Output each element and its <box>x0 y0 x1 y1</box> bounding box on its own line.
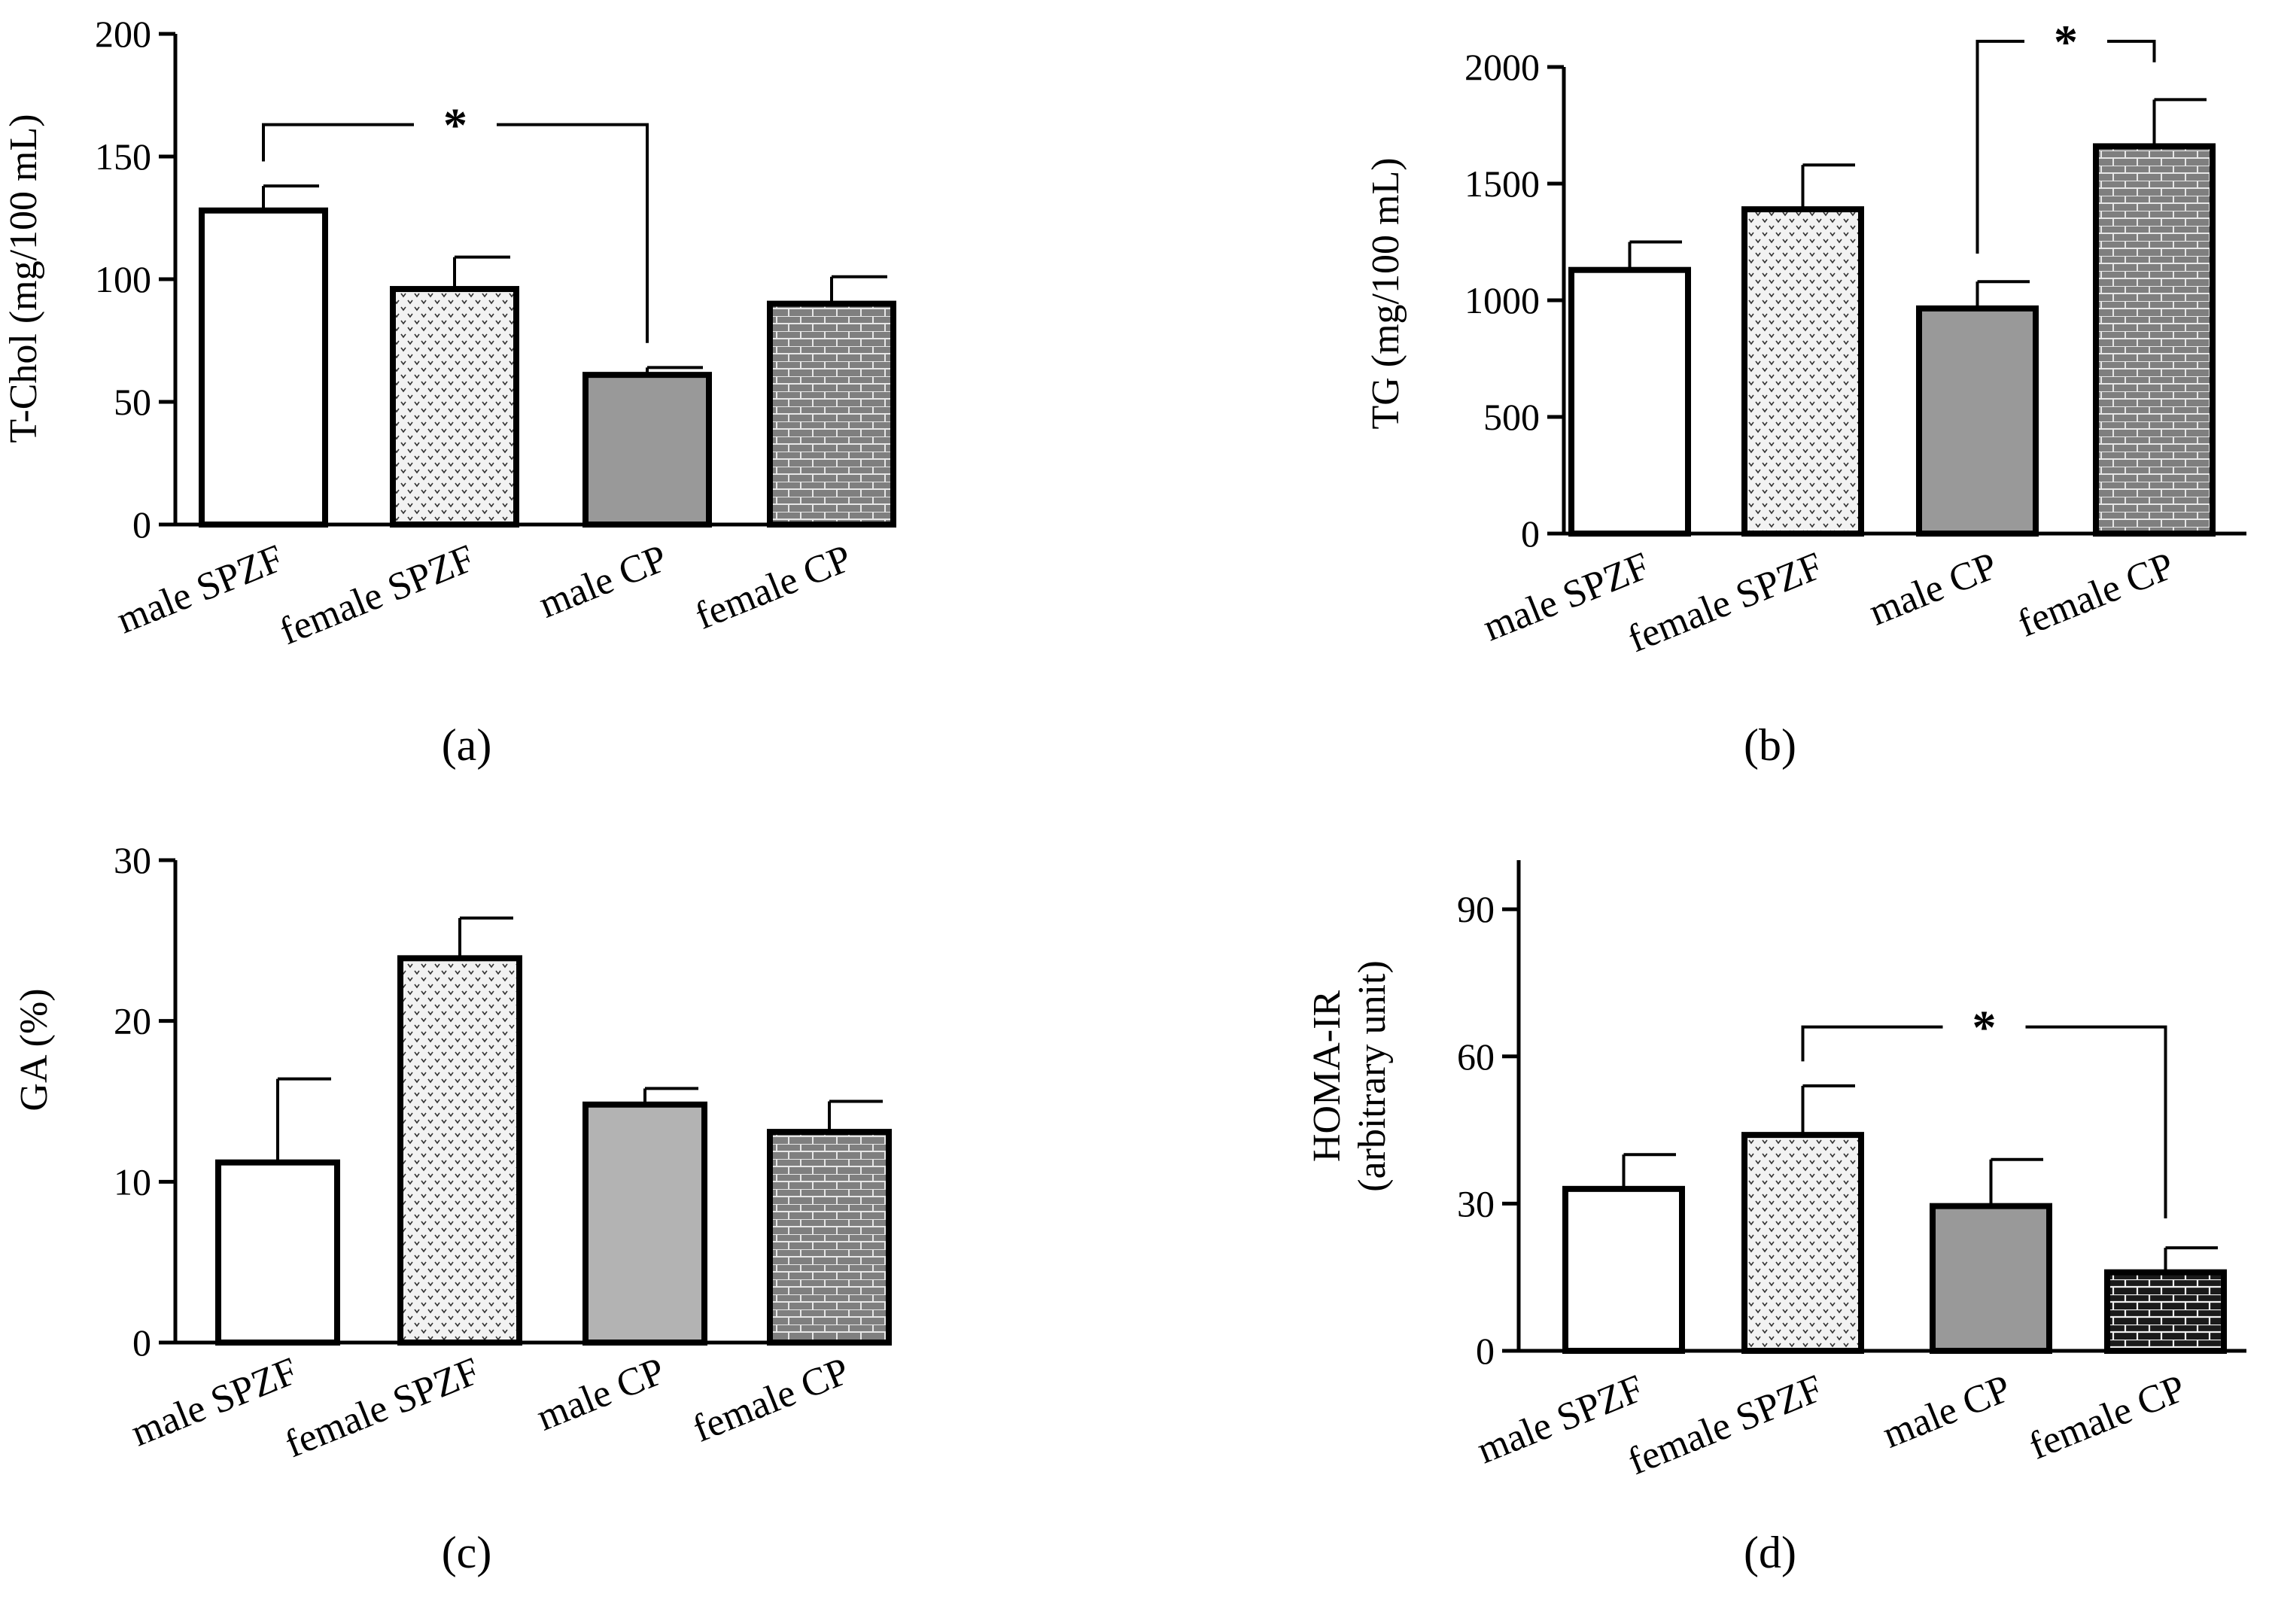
bar-male-cp <box>582 1101 707 1346</box>
category-label: male SPZF <box>111 537 290 642</box>
significance-bracket-right <box>497 123 649 343</box>
bar-male-cp <box>582 372 712 528</box>
y-tick-label: 1000 <box>1465 279 1540 321</box>
y-tick-label: 0 <box>132 503 151 546</box>
y-tick-label: 0 <box>1476 1330 1495 1372</box>
y-tick-label: 1500 <box>1465 163 1540 205</box>
y-tick-label: 2000 <box>1465 46 1540 88</box>
category-label: male CP <box>1877 1367 2017 1456</box>
y-axis-label-unit: (arbitrary unit) <box>1351 960 1394 1192</box>
category-label: male SPZF <box>126 1349 304 1455</box>
panel-label: (b) <box>1744 720 1796 770</box>
y-tick-label: 20 <box>114 1000 151 1042</box>
category-label: female CP <box>689 537 858 638</box>
category-label: female SPZF <box>279 1349 485 1466</box>
significance-star: * <box>2054 15 2078 68</box>
y-tick-label: 0 <box>132 1321 151 1364</box>
category-label: female SPZF <box>1623 544 1829 661</box>
y-tick-label: 0 <box>1521 512 1540 555</box>
category-label: male CP <box>533 537 673 626</box>
bar-female-spzf <box>397 955 522 1346</box>
bar-female-cp <box>2093 143 2216 537</box>
category-label: female CP <box>2012 544 2180 646</box>
y-tick-label: 200 <box>95 13 151 55</box>
significance-star: * <box>1972 1001 1997 1054</box>
bar-male-spzf <box>199 207 328 528</box>
significance-bracket-left <box>262 123 414 162</box>
bar-male-spzf <box>1568 266 1691 537</box>
y-axis-label: HOMA-IR <box>1306 990 1349 1163</box>
y-tick-label: 90 <box>1457 888 1495 930</box>
bar-male-spzf <box>215 1159 340 1346</box>
y-tick-label: 10 <box>114 1160 151 1203</box>
bar-female-spzf <box>1741 1132 1864 1354</box>
y-tick-label: 50 <box>114 381 151 423</box>
category-label: female SPZF <box>1623 1367 1829 1483</box>
y-tick-label: 30 <box>114 839 151 881</box>
category-label: female CP <box>687 1349 856 1451</box>
category-label: male CP <box>1863 544 2003 634</box>
bar-male-cp <box>1916 305 2039 537</box>
y-tick-label: 30 <box>1457 1182 1495 1224</box>
significance-bracket-right <box>2107 39 2156 62</box>
bar-male-spzf <box>1562 1185 1685 1354</box>
y-tick-label: 100 <box>95 258 151 300</box>
panel-label: (c) <box>442 1528 492 1577</box>
panel-label: (a) <box>442 720 492 770</box>
bar-female-spzf <box>390 286 519 528</box>
significance-bracket-right <box>2025 1025 2167 1218</box>
category-label: male CP <box>531 1349 671 1439</box>
bar-male-cp <box>1930 1203 2052 1355</box>
category-label: male SPZF <box>1471 1367 1650 1472</box>
bar-female-spzf <box>1741 206 1864 537</box>
significance-star: * <box>443 99 467 152</box>
y-tick-label: 500 <box>1483 396 1540 438</box>
panel-label: (d) <box>1744 1528 1796 1577</box>
category-label: female CP <box>2023 1367 2191 1468</box>
y-tick-label: 150 <box>95 135 151 178</box>
y-axis-label: T-Chol (mg/100 mL) <box>2 114 45 442</box>
bar-female-cp <box>2104 1269 2227 1355</box>
significance-bracket-left <box>1801 1025 1943 1062</box>
y-axis-label: TG (mg/100 mL) <box>1364 157 1407 429</box>
y-tick-label: 60 <box>1457 1036 1495 1078</box>
significance-bracket-left <box>1975 39 2024 254</box>
bar-female-cp <box>767 300 896 528</box>
bar-female-cp <box>767 1129 892 1346</box>
category-label: female SPZF <box>274 537 480 653</box>
y-axis-label: GA (%) <box>13 988 56 1111</box>
